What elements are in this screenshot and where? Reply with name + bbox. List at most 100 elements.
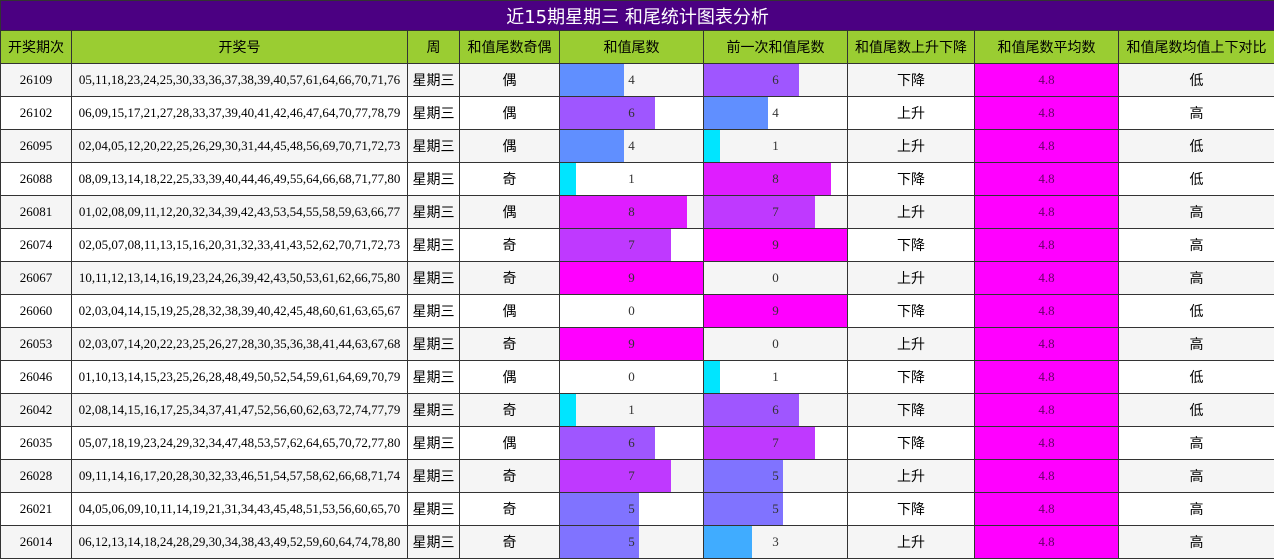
tail-bar	[704, 460, 784, 492]
trend: 上升	[847, 129, 975, 163]
period: 26081	[0, 195, 72, 229]
table-row: 26081 01,02,08,09,11,12,20,32,34,39,42,43…	[0, 195, 1274, 229]
weekday: 星期三	[407, 294, 460, 328]
average: 4.8	[974, 195, 1119, 229]
column-header: 和值尾数平均数	[974, 30, 1119, 64]
tail-value: 8	[628, 204, 635, 219]
parity: 奇	[459, 228, 560, 262]
trend: 下降	[847, 294, 975, 328]
compare: 低	[1117, 360, 1274, 394]
table-title: 近15期星期三 和尾统计图表分析	[0, 0, 1274, 31]
tail-bar	[560, 526, 640, 558]
parity: 奇	[459, 459, 560, 493]
prev-tail-cell: 8	[703, 162, 848, 196]
period: 26014	[0, 525, 72, 559]
table-row: 26046 01,10,13,14,15,23,25,26,28,48,49,50…	[0, 360, 1274, 394]
parity: 偶	[459, 96, 560, 130]
tail-value: 5	[628, 534, 635, 549]
tail-bar	[704, 229, 847, 261]
average: 4.8	[974, 96, 1119, 130]
compare: 低	[1117, 129, 1274, 163]
weekday: 星期三	[407, 426, 460, 460]
table-row: 26021 04,05,06,09,10,11,14,19,21,31,34,43…	[0, 492, 1274, 526]
tail-cell: 0	[559, 360, 704, 394]
trend: 上升	[847, 261, 975, 295]
tail-cell: 1	[559, 393, 704, 427]
prev-tail-cell: 0	[703, 327, 848, 361]
prev-tail-cell: 9	[703, 294, 848, 328]
prev-tail-cell: 6	[703, 63, 848, 97]
period: 26035	[0, 426, 72, 460]
tail-value: 4	[628, 72, 635, 87]
tail-bar	[560, 460, 672, 492]
numbers: 02,08,14,15,16,17,25,34,37,41,47,52,56,6…	[71, 393, 408, 427]
average: 4.8	[974, 459, 1119, 493]
weekday: 星期三	[407, 459, 460, 493]
average: 4.8	[974, 426, 1119, 460]
tail-bar	[704, 97, 768, 129]
tail-value: 6	[628, 435, 635, 450]
tail-bar	[560, 130, 624, 162]
tail-bar	[560, 64, 624, 96]
numbers: 06,09,15,17,21,27,28,33,37,39,40,41,42,4…	[71, 96, 408, 130]
table-row: 26014 06,12,13,14,18,24,28,29,30,34,38,43…	[0, 525, 1274, 559]
weekday: 星期三	[407, 525, 460, 559]
tail-value: 9	[628, 270, 635, 285]
tail-value: 0	[772, 270, 779, 285]
tail-value: 0	[628, 369, 635, 384]
tail-cell: 1	[559, 162, 704, 196]
tail-bar	[704, 130, 720, 162]
trend: 上升	[847, 96, 975, 130]
tail-cell: 4	[559, 63, 704, 97]
compare: 低	[1117, 63, 1274, 97]
parity: 奇	[459, 393, 560, 427]
trend: 上升	[847, 525, 975, 559]
trend: 下降	[847, 393, 975, 427]
tail-bar	[560, 163, 576, 195]
compare: 高	[1117, 426, 1274, 460]
table-row: 26067 10,11,12,13,14,16,19,23,24,26,39,42…	[0, 261, 1274, 295]
tail-cell: 8	[559, 195, 704, 229]
numbers: 01,10,13,14,15,23,25,26,28,48,49,50,52,5…	[71, 360, 408, 394]
column-header: 开奖号	[71, 30, 408, 64]
parity: 偶	[459, 195, 560, 229]
tail-cell: 6	[559, 96, 704, 130]
table-row: 26074 02,05,07,08,11,13,15,16,20,31,32,33…	[0, 228, 1274, 262]
trend: 下降	[847, 63, 975, 97]
numbers: 01,02,08,09,11,12,20,32,34,39,42,43,53,5…	[71, 195, 408, 229]
numbers: 05,07,18,19,23,24,29,32,34,47,48,53,57,6…	[71, 426, 408, 460]
column-header: 周	[407, 30, 460, 64]
numbers: 06,12,13,14,18,24,28,29,30,34,38,43,49,5…	[71, 525, 408, 559]
prev-tail-cell: 1	[703, 129, 848, 163]
tail-value: 3	[772, 534, 779, 549]
tail-value: 4	[628, 138, 635, 153]
tail-value: 5	[772, 501, 779, 516]
tail-value: 1	[628, 402, 635, 417]
average: 4.8	[974, 360, 1119, 394]
numbers: 02,03,04,14,15,19,25,28,32,38,39,40,42,4…	[71, 294, 408, 328]
tail-value: 7	[772, 435, 779, 450]
column-header: 开奖期次	[0, 30, 72, 64]
numbers: 02,04,05,12,20,22,25,26,29,30,31,44,45,4…	[71, 129, 408, 163]
period: 26109	[0, 63, 72, 97]
column-header: 和值尾数上升下降	[847, 30, 975, 64]
tail-cell: 6	[559, 426, 704, 460]
tail-cell: 7	[559, 459, 704, 493]
tail-bar	[704, 163, 832, 195]
compare: 低	[1117, 294, 1274, 328]
prev-tail-cell: 6	[703, 393, 848, 427]
trend: 下降	[847, 426, 975, 460]
weekday: 星期三	[407, 195, 460, 229]
tail-value: 5	[772, 468, 779, 483]
weekday: 星期三	[407, 393, 460, 427]
tail-value: 8	[772, 171, 779, 186]
tail-cell: 4	[559, 129, 704, 163]
weekday: 星期三	[407, 96, 460, 130]
table-row: 26095 02,04,05,12,20,22,25,26,29,30,31,44…	[0, 129, 1274, 163]
period: 26046	[0, 360, 72, 394]
tail-cell: 9	[559, 327, 704, 361]
trend: 上升	[847, 327, 975, 361]
trend: 下降	[847, 228, 975, 262]
